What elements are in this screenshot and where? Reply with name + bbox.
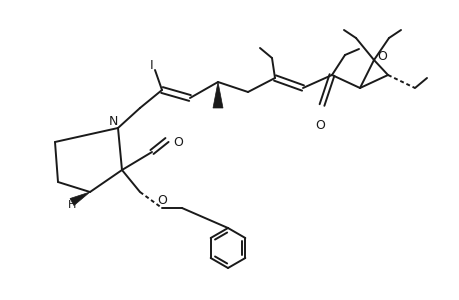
Text: I: I [150, 58, 153, 71]
Text: H: H [67, 200, 76, 210]
Polygon shape [213, 82, 223, 108]
Text: O: O [314, 118, 324, 131]
Text: O: O [376, 50, 386, 62]
Text: O: O [157, 194, 167, 206]
Text: N: N [108, 115, 118, 128]
Text: O: O [173, 136, 183, 148]
Polygon shape [70, 192, 90, 206]
